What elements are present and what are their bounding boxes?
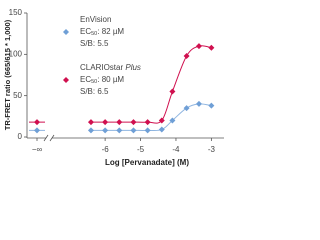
data-point: [208, 102, 215, 109]
x-tick-label: −∞: [32, 145, 43, 154]
x-tick-label: -6: [102, 145, 110, 154]
legend-name: EnVision: [80, 15, 111, 24]
data-point: [169, 117, 176, 124]
annotation-text: EC: [80, 27, 91, 36]
data-point: [87, 119, 94, 126]
data-point: [102, 119, 109, 126]
y-axis-label: TR-FRET ratio (665/615 * 1,000): [3, 19, 12, 130]
annotation: EC50: 82 µM: [80, 27, 124, 37]
annotation: S/B: 5.5: [80, 39, 109, 48]
annotation: EC50: 80 µM: [80, 75, 124, 85]
data-point: [130, 127, 137, 134]
x-tick-label: -3: [208, 145, 216, 154]
annotation-subscript: 50: [91, 79, 97, 85]
annotation-text: : 82 µM: [97, 27, 124, 36]
legend-name-italic: Plus: [125, 63, 141, 72]
data-point: [183, 105, 190, 112]
chart: TR-FRET ratio (665/615 * 1,000) Log [Per…: [3, 8, 224, 167]
x-tick-label: -4: [172, 145, 180, 154]
data-point: [144, 127, 151, 134]
zero-dose-point: [34, 127, 40, 134]
y-tick-label: 150: [9, 8, 23, 17]
fit-curve: [90, 45, 212, 124]
x-axis-label: Log [Pervanadate] (M): [105, 158, 189, 167]
annotation-text: S/B: 5.5: [80, 39, 109, 48]
data-point: [183, 52, 190, 59]
annotation-text: : 80 µM: [97, 75, 124, 84]
fit-curve: [90, 103, 212, 132]
data-point: [158, 126, 165, 133]
y-tick-label: 0: [18, 132, 23, 141]
axis-break: [49, 134, 55, 142]
data-point: [195, 100, 202, 107]
axis-break: [43, 134, 49, 142]
x-tick-label: -5: [137, 145, 145, 154]
data-point: [130, 119, 137, 126]
data-point: [208, 44, 215, 51]
y-tick-label: 50: [13, 91, 22, 100]
annotation: S/B: 6.5: [80, 87, 109, 96]
data-point: [169, 88, 176, 95]
legend-entry: EnVision: [80, 15, 111, 24]
legend-name: CLARIOstar: [80, 63, 123, 72]
data-point: [87, 127, 94, 134]
data-point: [116, 127, 123, 134]
annotation-text: EC: [80, 75, 91, 84]
annotation-text: S/B: 6.5: [80, 87, 109, 96]
legend-entry: CLARIOstar Plus: [80, 63, 141, 72]
data-point: [102, 127, 109, 134]
y-tick-label: 100: [9, 49, 23, 58]
data-point: [116, 119, 123, 126]
data-point: [144, 119, 151, 126]
annotation-subscript: 50: [91, 31, 97, 37]
zero-dose-point: [34, 119, 40, 126]
data-point: [158, 117, 165, 124]
legend-marker: [63, 29, 69, 35]
legend-marker: [63, 77, 69, 83]
data-point: [195, 43, 202, 50]
